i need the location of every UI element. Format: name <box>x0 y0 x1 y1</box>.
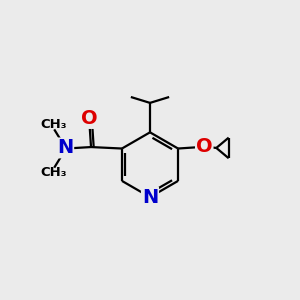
Text: CH₃: CH₃ <box>40 167 67 179</box>
Text: O: O <box>196 137 213 156</box>
Text: O: O <box>81 109 98 128</box>
Text: N: N <box>142 188 158 207</box>
Text: N: N <box>57 138 73 158</box>
Text: CH₃: CH₃ <box>40 118 67 130</box>
